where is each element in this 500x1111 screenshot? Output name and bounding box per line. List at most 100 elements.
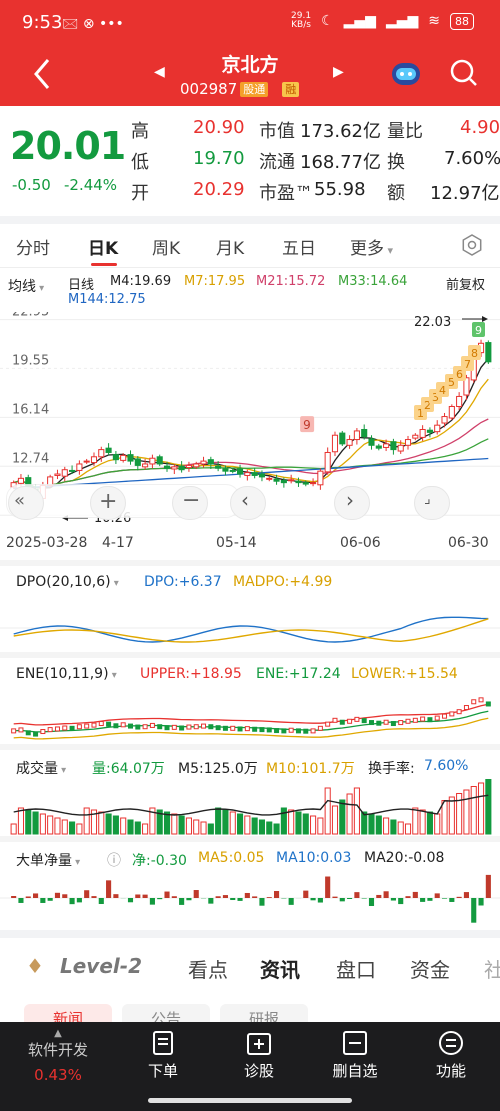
next-stock-icon[interactable]: ▶ bbox=[333, 64, 344, 80]
date-tick: 05-14 bbox=[216, 535, 257, 551]
tab-intraday[interactable]: 分时 bbox=[16, 239, 50, 259]
sector-info[interactable]: ▲ 软件开发 0.43% bbox=[14, 1028, 102, 1084]
remove-watchlist-button[interactable]: 删自选 bbox=[315, 1030, 395, 1081]
fullscreen-btn[interactable] bbox=[414, 486, 450, 520]
seq-marker: 3 bbox=[432, 391, 439, 404]
candle bbox=[412, 434, 419, 439]
tab-level2[interactable]: Level-2 bbox=[60, 954, 142, 978]
ene-candle bbox=[179, 725, 185, 731]
bigorder-bar bbox=[463, 892, 469, 898]
volume-bar bbox=[244, 815, 251, 835]
ene-candle bbox=[164, 725, 170, 731]
bigorder-bar bbox=[157, 898, 163, 900]
volume-bar bbox=[149, 807, 156, 835]
candle bbox=[441, 416, 448, 424]
tab-pankou[interactable]: 盘口 bbox=[336, 958, 376, 982]
tab-more-clipped[interactable]: 社 bbox=[484, 958, 500, 982]
ma-select-button[interactable]: 均线 ▾ bbox=[8, 279, 45, 295]
ene-candle bbox=[434, 715, 440, 721]
order-button[interactable]: 下单 bbox=[123, 1030, 203, 1081]
volume-bar bbox=[105, 813, 112, 835]
tab-more[interactable]: 更多 ▾ bbox=[350, 239, 394, 259]
volume-select[interactable]: 成交量 ▾ bbox=[16, 761, 67, 777]
ene-candle bbox=[463, 705, 469, 711]
ene-candle bbox=[478, 697, 484, 703]
chevron-up-icon: ▲ bbox=[54, 1028, 62, 1039]
back-icon[interactable] bbox=[30, 54, 54, 94]
ma21-line bbox=[13, 418, 489, 488]
ene-candle bbox=[230, 725, 236, 731]
volume-bar bbox=[412, 807, 419, 835]
bigorder-bar bbox=[332, 896, 338, 898]
volume-bar bbox=[368, 813, 375, 835]
volume-bar bbox=[200, 821, 207, 835]
ma33-value: M33:14.64 bbox=[338, 274, 408, 289]
kline-chart[interactable]: 22.9519.5516.1412.749.33912345678922.031… bbox=[0, 305, 500, 538]
ene-candle bbox=[354, 716, 360, 722]
pe-label: 市盈™ bbox=[259, 183, 313, 204]
seq-marker: 1 bbox=[417, 407, 424, 420]
ene-candle bbox=[398, 720, 404, 726]
battery-icon: 88 bbox=[450, 12, 474, 30]
robot-assistant-icon[interactable] bbox=[390, 58, 422, 88]
bigorder-ma20: MA20:-0.08 bbox=[364, 850, 445, 866]
candle bbox=[83, 460, 90, 463]
float-value: 168.77亿 bbox=[300, 152, 381, 173]
seq-marker: 8 bbox=[471, 347, 478, 360]
candle bbox=[236, 468, 244, 475]
low-value: 19.70 bbox=[193, 148, 245, 169]
bigorder-select[interactable]: 大单净量 ▾ bbox=[16, 853, 81, 869]
ene-lower: LOWER:+15.54 bbox=[351, 666, 458, 682]
candle bbox=[404, 439, 412, 446]
ene-candle bbox=[442, 713, 448, 719]
tab-kandian[interactable]: 看点 bbox=[188, 958, 228, 982]
volume-bar bbox=[90, 809, 98, 835]
volume-value: 量:64.07万 bbox=[92, 761, 165, 777]
candle bbox=[258, 473, 266, 478]
scroll-start-btn[interactable] bbox=[8, 486, 44, 520]
zoom-out-btn[interactable] bbox=[172, 486, 208, 520]
help-icon[interactable]: ⓘ bbox=[107, 853, 121, 869]
adjust-label[interactable]: 前复权 bbox=[446, 278, 486, 293]
ene-candle bbox=[106, 721, 112, 727]
dpo-select[interactable]: DPO(20,10,6) ▾ bbox=[16, 574, 119, 590]
zoom-in-btn[interactable] bbox=[90, 486, 126, 520]
settings-icon[interactable] bbox=[461, 234, 483, 256]
status-right: 29.1 KB/s ☾ ▂▄▆ ▂▄▆ ≋ 88 bbox=[291, 12, 474, 30]
tab-monthly[interactable]: 月K bbox=[216, 239, 245, 259]
volume-bar bbox=[98, 811, 105, 835]
tab-daily[interactable]: 日K bbox=[88, 239, 119, 259]
volume-bar bbox=[207, 823, 214, 835]
status-time: 9:53 bbox=[22, 12, 63, 33]
stock-code: 002987 bbox=[180, 80, 238, 98]
tab-zixun[interactable]: 资讯 bbox=[260, 958, 300, 982]
candle bbox=[456, 395, 463, 408]
volume-bar bbox=[456, 793, 463, 835]
seq-marker: 6 bbox=[456, 368, 463, 381]
pan-right-btn[interactable] bbox=[334, 486, 370, 520]
tab-zijin[interactable]: 资金 bbox=[410, 958, 450, 982]
bigorder-bar bbox=[113, 894, 119, 898]
tab-fiveday[interactable]: 五日 bbox=[282, 239, 316, 259]
diagnose-button[interactable]: 诊股 bbox=[219, 1030, 299, 1081]
ene-candle bbox=[171, 724, 177, 730]
bigorder-bar bbox=[244, 892, 250, 898]
seq-marker: 9 bbox=[303, 418, 311, 432]
prev-stock-icon[interactable]: ◀ bbox=[154, 64, 165, 80]
pan-left-btn[interactable] bbox=[230, 486, 266, 520]
price-change-pct: -2.44% bbox=[64, 176, 118, 194]
ene-candle bbox=[84, 723, 90, 729]
volume-bar bbox=[251, 817, 258, 835]
candle bbox=[171, 466, 178, 470]
function-button[interactable]: 功能 bbox=[411, 1030, 491, 1081]
bigorder-bar bbox=[434, 893, 440, 898]
bigorder-bar bbox=[106, 880, 112, 898]
ene-select[interactable]: ENE(10,11,9) ▾ bbox=[16, 666, 117, 682]
candle bbox=[69, 469, 76, 472]
tab-weekly[interactable]: 周K bbox=[152, 239, 181, 259]
volume-bar bbox=[346, 793, 353, 835]
seq-marker: 5 bbox=[448, 376, 455, 389]
function-label: 功能 bbox=[435, 1062, 466, 1080]
ene-candle bbox=[471, 699, 477, 705]
search-icon[interactable] bbox=[449, 58, 479, 88]
